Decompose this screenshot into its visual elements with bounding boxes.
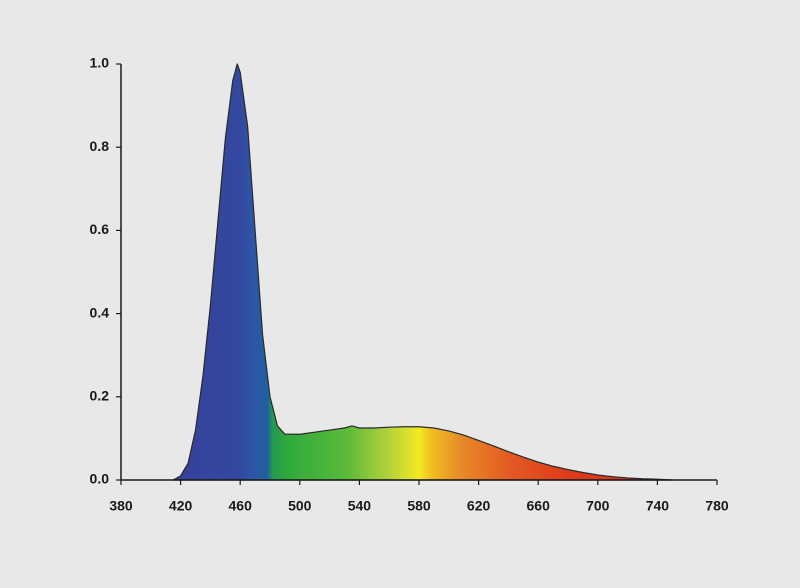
y-tick-label: 0.0 <box>90 471 110 487</box>
x-tick-label: 460 <box>229 498 253 514</box>
x-tick-label: 700 <box>586 498 610 514</box>
x-tick-label: 380 <box>109 498 133 514</box>
y-tick-label: 0.8 <box>90 138 110 154</box>
x-tick-label: 620 <box>467 498 491 514</box>
x-tick-label: 580 <box>407 498 431 514</box>
spectrum-area <box>172 63 673 481</box>
x-tick-label: 740 <box>646 498 670 514</box>
x-tick-label: 540 <box>348 498 372 514</box>
y-tick-label: 0.6 <box>90 221 110 237</box>
x-tick-label: 500 <box>288 498 312 514</box>
y-tick-label: 0.2 <box>90 388 110 404</box>
x-tick-label: 660 <box>527 498 551 514</box>
x-tick-label: 780 <box>705 498 729 514</box>
y-tick-label: 1.0 <box>90 55 110 71</box>
x-tick-label: 420 <box>169 498 193 514</box>
y-tick-label: 0.4 <box>90 304 110 320</box>
